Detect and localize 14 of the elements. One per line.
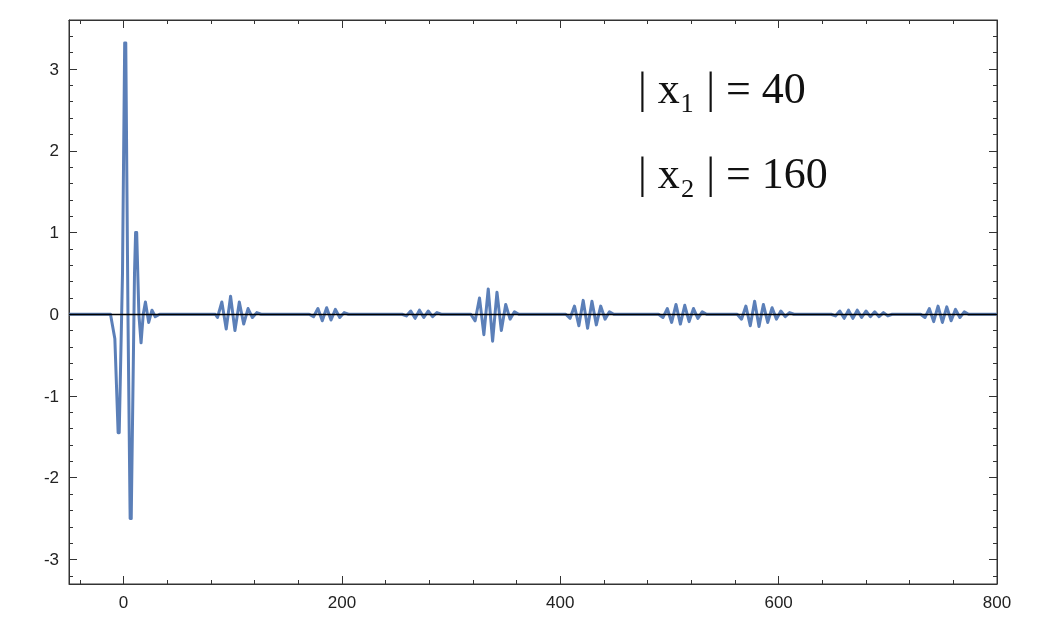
x-tick-label: 400 xyxy=(546,593,575,612)
x-tick-label: 600 xyxy=(764,593,793,612)
x-tick-label: 0 xyxy=(118,593,129,612)
y-tick-label: 0 xyxy=(49,304,59,324)
annotation: | x₁ | = 40 xyxy=(638,63,806,113)
y-tick-label: -1 xyxy=(43,386,59,406)
annotation: | x₂ | = 160 xyxy=(638,148,828,198)
y-tick-label: 2 xyxy=(49,141,59,161)
x-tick-label: 200 xyxy=(327,593,357,612)
x-tick-label: 800 xyxy=(982,593,1012,612)
y-tick-label: -2 xyxy=(43,468,59,488)
y-tick-label: -3 xyxy=(43,549,59,569)
y-tick-label: 3 xyxy=(49,59,59,79)
y-tick-label: 1 xyxy=(49,223,59,243)
